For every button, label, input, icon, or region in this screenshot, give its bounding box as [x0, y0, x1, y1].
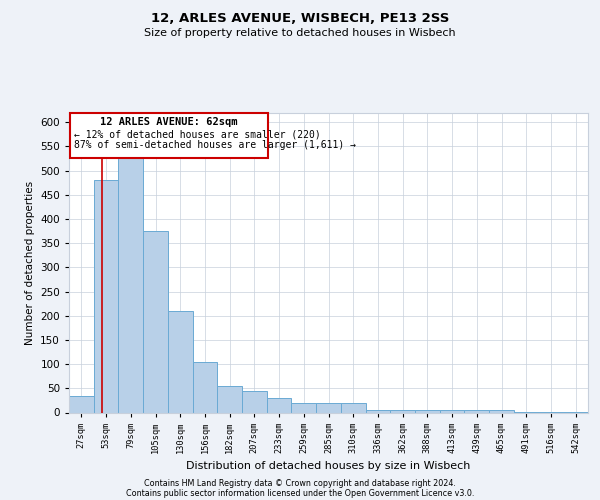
- Bar: [217, 386, 242, 412]
- Bar: [94, 180, 118, 412]
- Bar: [168, 311, 193, 412]
- Bar: [193, 362, 217, 412]
- Text: Contains public sector information licensed under the Open Government Licence v3: Contains public sector information licen…: [126, 488, 474, 498]
- Text: 12, ARLES AVENUE, WISBECH, PE13 2SS: 12, ARLES AVENUE, WISBECH, PE13 2SS: [151, 12, 449, 26]
- Bar: [316, 403, 341, 412]
- X-axis label: Distribution of detached houses by size in Wisbech: Distribution of detached houses by size …: [187, 462, 470, 471]
- Bar: [365, 410, 390, 412]
- Bar: [118, 156, 143, 412]
- Text: Size of property relative to detached houses in Wisbech: Size of property relative to detached ho…: [144, 28, 456, 38]
- Text: 12 ARLES AVENUE: 62sqm: 12 ARLES AVENUE: 62sqm: [100, 118, 238, 128]
- Text: Contains HM Land Registry data © Crown copyright and database right 2024.: Contains HM Land Registry data © Crown c…: [144, 478, 456, 488]
- Text: 87% of semi-detached houses are larger (1,611) →: 87% of semi-detached houses are larger (…: [74, 140, 356, 150]
- Bar: [267, 398, 292, 412]
- Bar: [292, 403, 316, 412]
- Y-axis label: Number of detached properties: Number of detached properties: [25, 180, 35, 344]
- Bar: [390, 410, 415, 412]
- Bar: [464, 410, 489, 412]
- FancyBboxPatch shape: [70, 114, 268, 158]
- Bar: [440, 410, 464, 412]
- Bar: [415, 410, 440, 412]
- Text: ← 12% of detached houses are smaller (220): ← 12% of detached houses are smaller (22…: [74, 130, 320, 140]
- Bar: [143, 231, 168, 412]
- Bar: [489, 410, 514, 412]
- Bar: [341, 403, 365, 412]
- Bar: [242, 390, 267, 412]
- Bar: [69, 396, 94, 412]
